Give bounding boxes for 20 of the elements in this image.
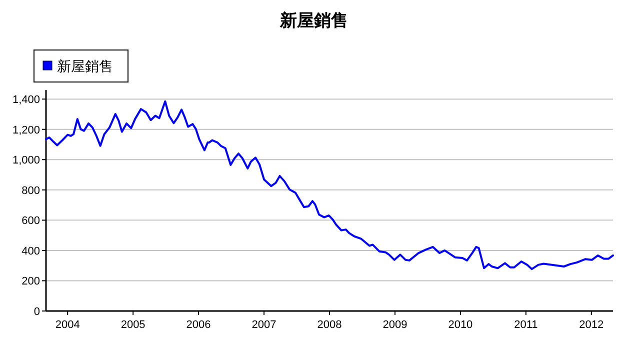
- x-tick-label: 2008: [317, 319, 342, 331]
- x-tick-label: 2012: [579, 319, 604, 331]
- y-tick-label: 200: [22, 276, 40, 288]
- x-tick-label: 2004: [55, 319, 80, 331]
- chart-title: 新屋銷售: [279, 11, 348, 30]
- x-tick-label: 2009: [382, 319, 408, 331]
- y-tick-label: 1,200: [12, 124, 40, 136]
- y-tick-label: 600: [22, 215, 40, 228]
- y-tick-label: 800: [22, 184, 40, 197]
- x-tick-label: 2005: [120, 319, 146, 331]
- y-tick-label: 1,000: [12, 154, 40, 167]
- y-tick-label: 400: [22, 245, 40, 258]
- x-tick-label: 2007: [252, 319, 276, 331]
- x-tick-label: 2011: [514, 319, 538, 331]
- y-tick-label: 1,400: [12, 94, 40, 106]
- x-tick-label: 2006: [186, 319, 211, 331]
- x-tick-label: 2010: [448, 319, 473, 331]
- legend-label: 新屋銷售: [57, 58, 113, 74]
- y-tick-label: 0: [34, 306, 40, 318]
- line-series: [45, 100, 614, 270]
